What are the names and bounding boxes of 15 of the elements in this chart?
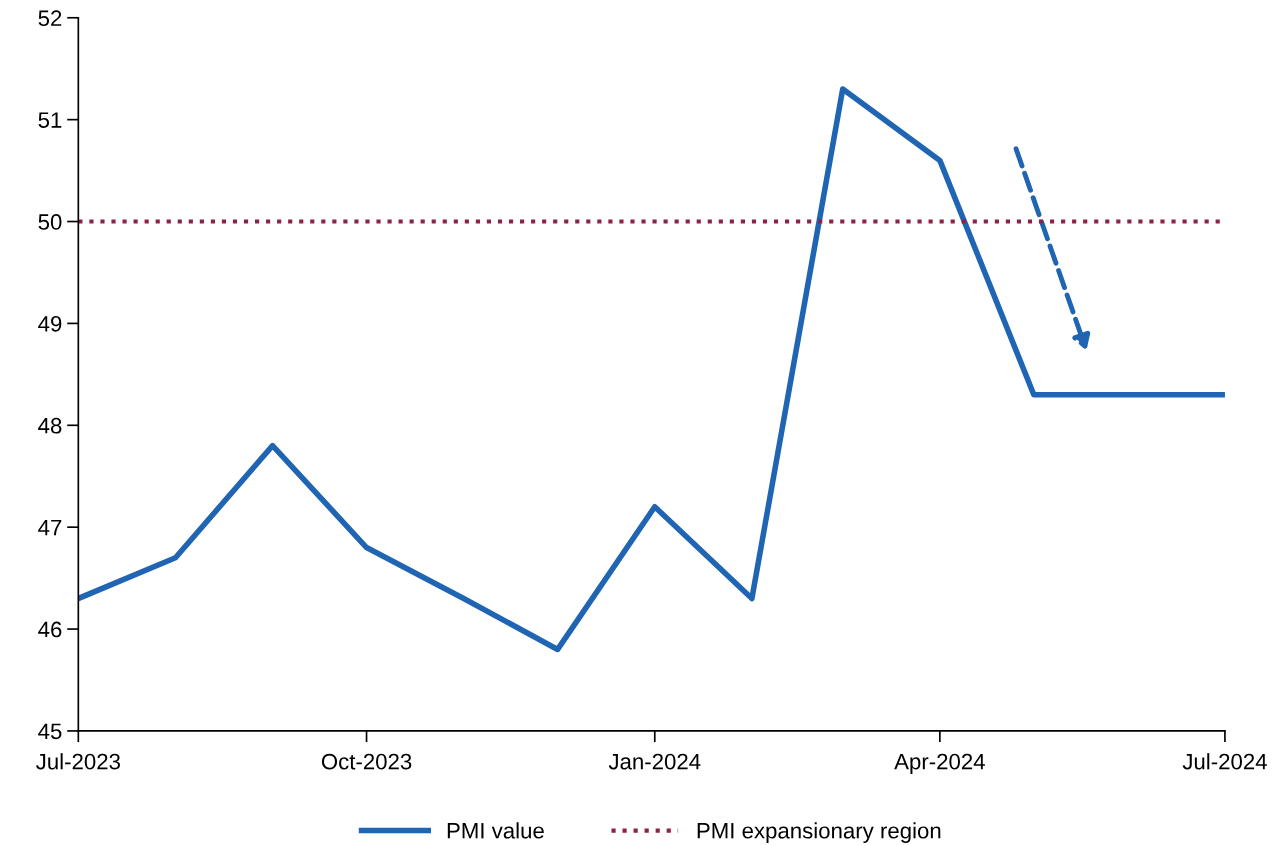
x-tick-label: Jul-2023 [36,753,120,770]
legend-label: PMI expansionary region [697,822,941,843]
y-tick-label: 45 [38,723,62,740]
x-tick-label: Jan-2024 [608,753,701,770]
x-tick-label: Apr-2024 [894,753,985,774]
legend-label: PMI value [447,822,544,839]
y-tick-label: 47 [38,519,62,536]
y-tick-label: 46 [38,621,62,638]
y-tick-label: 50 [38,214,62,230]
x-tick-label: Jul-2024 [1182,753,1267,770]
y-tick-label: 48 [38,417,62,434]
y-tick-label: 49 [38,315,62,332]
x-tick-label: Oct-2023 [321,753,412,770]
y-tick-label: 51 [38,112,62,128]
y-tick-label: 52 [38,10,62,27]
